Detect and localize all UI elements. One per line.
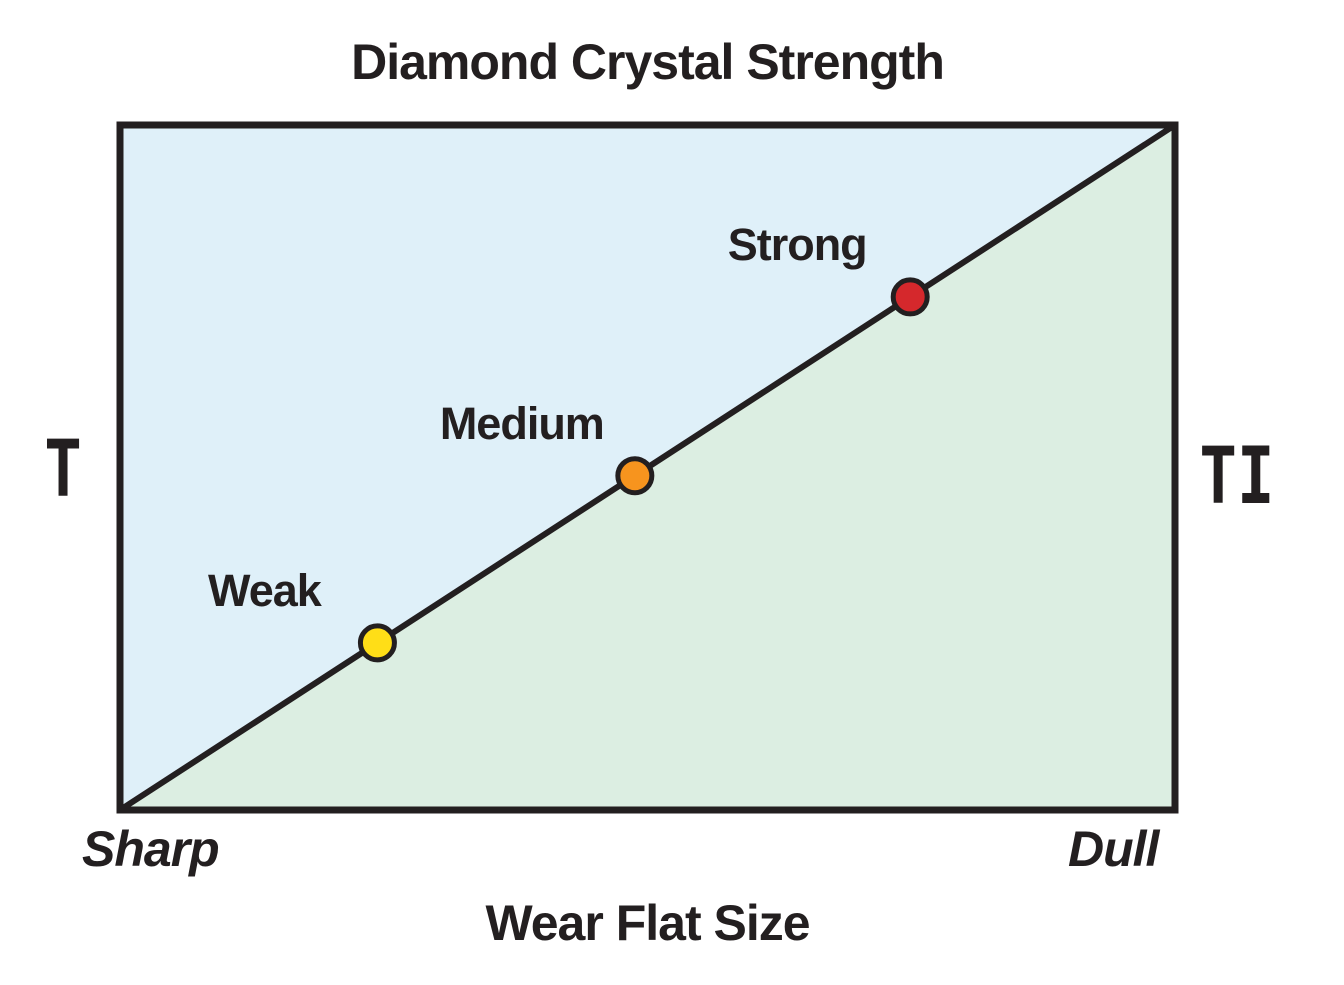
right-region-label: TI	[1199, 432, 1275, 522]
point-label-medium: Medium	[439, 397, 605, 449]
x-axis-label: Wear Flat Size	[485, 895, 810, 951]
plot-border	[116, 121, 1179, 814]
data-point-strong	[890, 277, 930, 317]
left-region-label: T	[44, 425, 82, 515]
data-point-medium	[615, 456, 655, 496]
x-axis-tick-sharp: Sharp	[82, 821, 220, 877]
plot-area	[116, 121, 1179, 814]
x-axis-tick-dull: Dull	[1068, 821, 1159, 877]
point-label-weak: Weak	[208, 564, 322, 616]
data-point-weak	[357, 623, 397, 663]
chart-title: Diamond Crystal Strength	[351, 34, 945, 90]
point-label-strong: Strong	[727, 218, 868, 270]
plot-svg	[116, 121, 1179, 814]
